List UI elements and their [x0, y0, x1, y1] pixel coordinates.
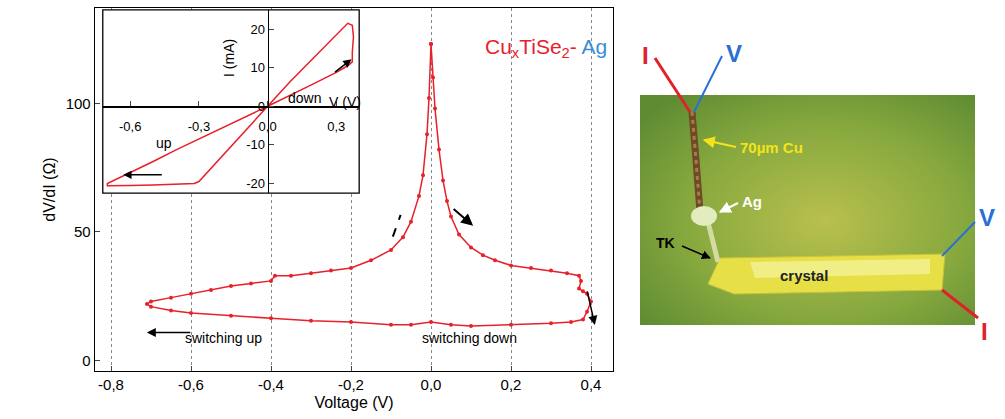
svg-text:20: 20 — [251, 22, 265, 37]
svg-text:Ag: Ag — [742, 193, 762, 210]
svg-text:V: V — [726, 40, 742, 67]
svg-text:10: 10 — [251, 60, 265, 75]
svg-text:dV/dI (Ω): dV/dI (Ω) — [41, 157, 58, 221]
svg-text:-10: -10 — [246, 137, 265, 152]
svg-text:I: I — [981, 318, 988, 345]
svg-text:-0,6: -0,6 — [119, 119, 141, 134]
svg-text:V (V): V (V) — [329, 94, 361, 110]
svg-text:switching down: switching down — [422, 330, 517, 346]
svg-text:50: 50 — [74, 223, 91, 240]
svg-text:0,0: 0,0 — [259, 119, 277, 134]
svg-text:crystal: crystal — [780, 267, 828, 284]
svg-text:-0,6: -0,6 — [178, 376, 204, 393]
svg-text:-0,8: -0,8 — [98, 376, 124, 393]
svg-text:70µm Cu: 70µm Cu — [740, 139, 803, 156]
svg-text:Cu​x​TiSe​2​- Ag: Cu​x​TiSe​2​- Ag — [485, 35, 607, 61]
svg-text:0: 0 — [258, 99, 265, 114]
svg-text:-0,2: -0,2 — [338, 376, 364, 393]
svg-text:switching up: switching up — [185, 330, 262, 346]
svg-text:0,0: 0,0 — [421, 376, 442, 393]
svg-text:0,4: 0,4 — [581, 376, 602, 393]
svg-text:0,2: 0,2 — [501, 376, 522, 393]
svg-text:up: up — [156, 135, 172, 151]
svg-text:0,3: 0,3 — [327, 119, 345, 134]
svg-text:TK: TK — [656, 235, 675, 251]
svg-text:-0,4: -0,4 — [258, 376, 284, 393]
svg-text:100: 100 — [66, 95, 91, 112]
svg-text:down: down — [288, 90, 321, 106]
svg-text:I (mA): I (mA) — [221, 39, 237, 77]
svg-text:-20: -20 — [246, 176, 265, 191]
svg-text:Voltage (V): Voltage (V) — [314, 394, 393, 411]
svg-text:-0,3: -0,3 — [188, 119, 210, 134]
svg-text:0: 0 — [82, 352, 90, 369]
svg-text:I: I — [642, 42, 649, 69]
svg-text:V: V — [979, 204, 995, 231]
